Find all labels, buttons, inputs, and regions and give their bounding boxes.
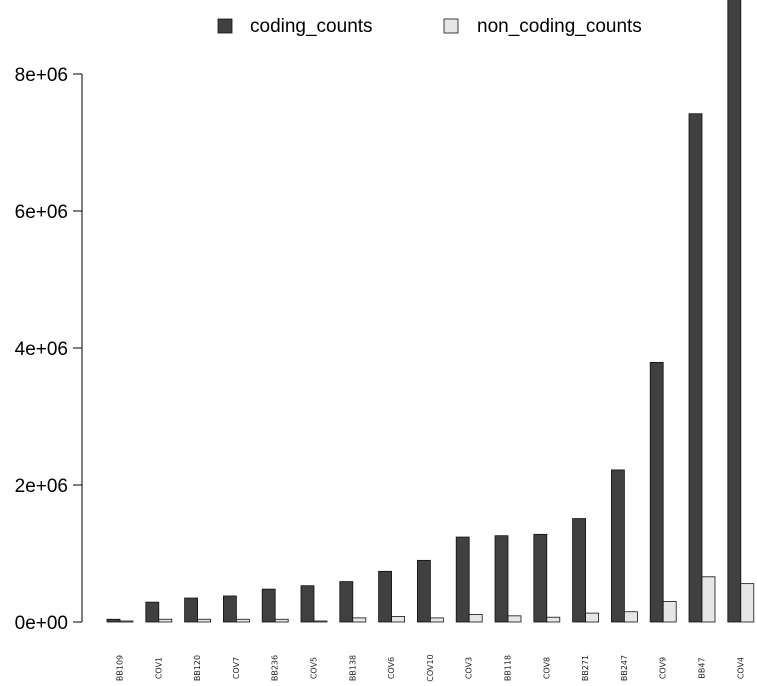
bar-non-coding-counts-COV5 [313, 620, 328, 623]
bar-non-coding-counts-COV4 [740, 583, 755, 623]
bar-non-coding-counts-COV9 [662, 601, 677, 623]
bar-non-coding-counts-BB271 [585, 612, 599, 623]
x-tick-label: COV6 [387, 657, 396, 679]
bar-coding-counts-BB118 [494, 535, 509, 623]
bar-group-BB271 [572, 518, 599, 623]
bar-coding-counts-COV5 [300, 585, 315, 623]
bar-group-BB120 [184, 597, 212, 623]
legend-item-non-coding-counts: non_coding_counts [443, 16, 642, 37]
bar-non-coding-counts-BB120 [197, 618, 212, 623]
x-tick-label: BB247 [620, 655, 629, 681]
y-tick-label: 0e+00 [15, 613, 68, 634]
x-tick-label: COV4 [736, 657, 745, 679]
x-tick-label: BB109 [116, 655, 125, 681]
bar-non-coding-counts-BB236 [274, 618, 289, 623]
x-axis-labels: BB109 COV1 BB120 COV7 BB236 COV5 BB138 COV6 COV1… [116, 654, 746, 681]
bar-non-coding-counts-BB109 [119, 620, 134, 623]
bar-group-COV6 [378, 570, 406, 623]
bar-group-BB47 [688, 113, 716, 623]
x-tick-label: COV5 [310, 657, 319, 679]
y-axis: 0e+00 2e+06 4e+06 6e+06 8e+06 [15, 65, 83, 634]
bar-coding-counts-COV10 [416, 559, 431, 623]
x-tick-label: COV3 [465, 657, 474, 679]
bar-non-coding-counts-COV10 [429, 617, 444, 623]
bar-coding-counts-COV4 [727, 0, 742, 623]
bar-coding-counts-BB236 [261, 588, 276, 623]
bar-group-COV9 [649, 361, 677, 623]
bar-coding-counts-BB47 [688, 113, 703, 623]
bar-non-coding-counts-COV1 [158, 618, 173, 623]
bar-group-COV5 [300, 585, 328, 623]
x-tick-label: COV1 [154, 657, 163, 679]
bar-group-COV10 [416, 559, 444, 623]
legend-swatch [217, 18, 233, 34]
bar-coding-counts-COV1 [145, 601, 160, 623]
bar-coding-counts-BB109 [106, 618, 121, 623]
x-tick-label: BB47 [698, 657, 707, 678]
y-tick-label: 2e+06 [15, 476, 68, 497]
bar-coding-counts-COV8 [533, 533, 548, 623]
x-tick-label: BB118 [504, 655, 513, 681]
bar-non-coding-counts-BB47 [701, 576, 716, 623]
bar-non-coding-counts-COV8 [546, 616, 561, 623]
x-tick-label: COV8 [542, 657, 551, 679]
bar-non-coding-counts-BB118 [507, 615, 522, 623]
bar-non-coding-counts-COV6 [391, 616, 406, 623]
bar-group-COV8 [533, 533, 561, 623]
legend-label: non_coding_counts [477, 16, 642, 37]
bar-coding-counts-COV9 [649, 361, 664, 623]
bar-coding-counts-COV7 [222, 595, 237, 623]
bar-group-COV1 [145, 601, 173, 623]
bars [106, 0, 755, 623]
bar-group-BB236 [261, 588, 289, 623]
legend: coding_counts non_coding_counts [217, 16, 642, 37]
bar-non-coding-counts-BB247 [624, 611, 638, 623]
bar-coding-counts-BB138 [339, 581, 354, 623]
bar-coding-counts-COV3 [455, 536, 470, 623]
bar-non-coding-counts-COV7 [235, 618, 250, 623]
bar-coding-counts-BB247 [611, 469, 625, 623]
bar-group-BB138 [339, 581, 367, 623]
x-tick-label: BB236 [271, 655, 280, 681]
bar-group-COV4 [727, 0, 755, 623]
x-tick-label: BB120 [193, 655, 202, 681]
bar-group-BB247 [611, 469, 638, 623]
bar-coding-counts-BB271 [572, 518, 586, 623]
bar-non-coding-counts-COV3 [468, 614, 483, 623]
bar-non-coding-counts-BB138 [352, 617, 367, 623]
x-tick-label: COV7 [232, 657, 241, 679]
bar-coding-counts-COV6 [378, 570, 393, 623]
bar-group-BB118 [494, 535, 522, 623]
bar-group-BB109 [106, 618, 134, 623]
bar-group-COV7 [222, 595, 250, 623]
legend-swatch [443, 18, 459, 34]
x-tick-label: COV10 [426, 654, 435, 681]
bar-group-COV3 [455, 536, 483, 623]
y-tick-label: 6e+06 [15, 202, 68, 223]
x-tick-label: BB138 [348, 655, 357, 681]
y-tick-label: 8e+06 [15, 65, 68, 86]
legend-label: coding_counts [250, 16, 373, 37]
legend-item-coding-counts: coding_counts [217, 16, 373, 37]
x-tick-label: COV9 [659, 657, 668, 679]
bar-coding-counts-BB120 [184, 597, 199, 623]
y-tick-label: 4e+06 [15, 339, 68, 360]
x-tick-label: BB271 [581, 655, 590, 681]
